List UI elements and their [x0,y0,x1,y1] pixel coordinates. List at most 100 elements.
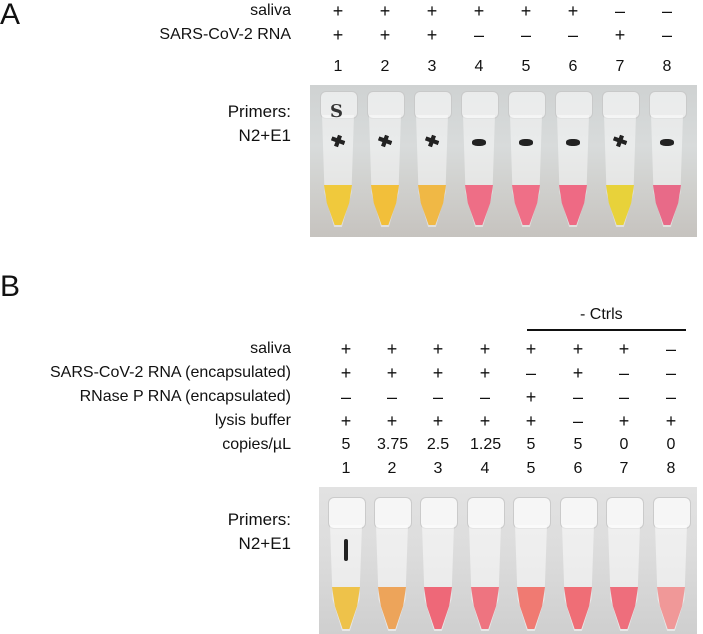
dash-mark-icon [660,139,674,146]
panelB-cell: – [665,387,676,407]
panelB-cell: + [572,339,584,359]
panelB-cell: + [479,411,491,431]
panelA-cell: + [473,1,485,21]
panelB-cell: 3.75 [377,436,409,453]
panel-a-tube [600,85,640,237]
panel-b-tube [602,487,646,634]
tube-cap [414,91,452,119]
panel-a-tube [553,85,593,237]
panelB-cell: + [386,363,398,383]
dash-mark-icon [472,139,486,146]
panelA-lane-number: 7 [615,58,625,75]
panel-a-tube [506,85,546,237]
panelB-cell: – [432,387,443,407]
panelA-lane-number: 4 [474,58,484,75]
tube-handwritten-s: S [330,101,343,122]
panelB-cell: – [618,363,629,383]
tube-liquid [424,587,452,629]
panelA-lane-number: 1 [333,58,343,75]
tube-cap [513,497,551,529]
tube-liquid [332,587,360,629]
panelB-cell: + [618,411,630,431]
panel-b-primers-line1: Primers: [227,510,291,529]
panelB-cell: – [665,339,676,359]
panelA-cell: – [614,1,625,21]
panel-b-tube [649,487,693,634]
panelB-cell: 5 [573,436,583,453]
panelA-lane-number: 6 [568,58,578,75]
tube-liquid [471,587,499,629]
panel-b-tube [463,487,507,634]
panelA-lane-number: 5 [521,58,531,75]
panelB-cell: + [432,339,444,359]
panelB-lane-number: 7 [619,460,629,477]
panel-b-primers-label: Primers: N2+E1 [228,508,291,556]
panelA-cell: + [614,25,626,45]
panel-a-primers-label: Primers: N2+E1 [228,100,291,148]
panelB-cell: – [479,387,490,407]
tube-liquid [512,185,540,225]
panelA-lane-number: 8 [662,58,672,75]
panelA-cell: – [661,25,672,45]
panelB-cell: + [340,411,352,431]
tube-cap [328,497,366,529]
panelB-cell: 0 [619,436,629,453]
panelB-cell: 2.5 [426,436,450,453]
negative-controls-label: - Ctrls [580,306,623,323]
panelB-cell: 0 [666,436,676,453]
tube-cap [420,497,458,529]
panelB-lane-number: 4 [480,460,490,477]
panelA-cell: + [379,25,391,45]
panelB-cell: + [386,411,398,431]
panel-b-primers-line2: N2+E1 [238,534,291,553]
panelA-cell: – [473,25,484,45]
panelB-cell: – [665,363,676,383]
panelB-lane-number: 5 [526,460,536,477]
panelA-cell: – [520,25,531,45]
panel-a-tube [412,85,452,237]
panelA-row-label: saliva [250,2,291,19]
panelB-cell: – [618,387,629,407]
panelB-cell: + [665,411,677,431]
tube-liquid [418,185,446,225]
panelB-cell: + [618,339,630,359]
panel-b-tube [556,487,600,634]
tube-cap [367,91,405,119]
panelB-cell: + [432,363,444,383]
panel-b-tube [324,487,368,634]
tube-liquid [324,185,352,225]
panelB-cell: + [340,339,352,359]
panel-a-tube-photo: S [310,85,697,237]
tube-liquid [517,587,545,629]
tube-cap [555,91,593,119]
panelA-cell: – [661,1,672,21]
negative-controls-bracket [527,329,686,331]
panelB-cell: + [479,363,491,383]
panelB-row-label: saliva [250,340,291,357]
tube-liquid [606,185,634,225]
panelA-cell: + [567,1,579,21]
panelA-row-label: SARS-CoV-2 RNA [159,26,291,43]
panel-a-tube [365,85,405,237]
dash-mark-icon [519,139,533,146]
tube-liquid [564,587,592,629]
tube-liquid [371,185,399,225]
tube-cap [606,497,644,529]
panel-a-tube: S [318,85,358,237]
tube-cap [560,497,598,529]
tube-liquid [657,587,685,629]
tube-cap [461,91,499,119]
panelA-cell: + [332,1,344,21]
panelB-cell: – [386,387,397,407]
panelB-cell: 5 [341,436,351,453]
panelB-cell: + [525,411,537,431]
tube-liquid [610,587,638,629]
panelB-cell: + [525,339,537,359]
panelB-cell: + [572,363,584,383]
panelB-lane-number: 3 [433,460,443,477]
panelA-cell: + [426,25,438,45]
panelB-cell: + [479,339,491,359]
panelA-cell: + [520,1,532,21]
tube-cap [649,91,687,119]
panelB-cell: 1.25 [470,436,502,453]
